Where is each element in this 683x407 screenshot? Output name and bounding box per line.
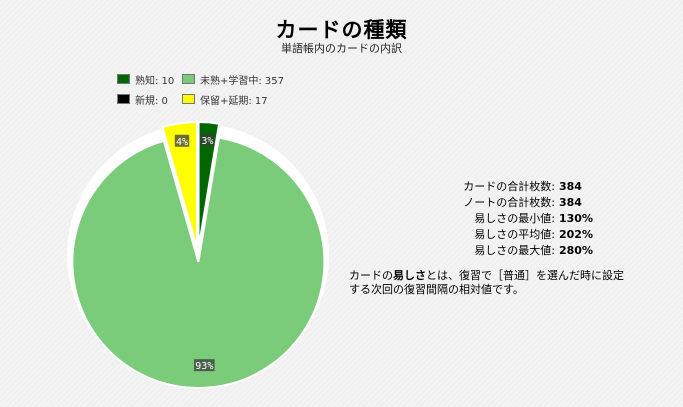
legend-swatch-young-learning [182, 74, 195, 84]
stat-total-cards: カードの合計枚数: 384 [420, 179, 620, 195]
note-text-bold: 易しさ [393, 269, 426, 282]
stat-total-notes: ノートの合計枚数: 384 [420, 195, 620, 211]
legend-item-new: 新規: 0 [117, 92, 182, 107]
legend-label-young-learning: 未熟+学習中: 357 [200, 75, 285, 87]
pie-slice-suspended-buried [161, 121, 199, 249]
legend-label-mature: 熟知: 10 [135, 75, 175, 87]
stat-value: 384 [559, 196, 582, 209]
legend-swatch-mature [117, 74, 130, 84]
stat-value: 384 [559, 180, 582, 193]
legend-label-suspended-buried: 保留+延期: 17 [200, 95, 268, 107]
stat-value: 202% [559, 228, 593, 241]
chart-title: カードの種類 [275, 18, 408, 42]
note-text-end: とは、復習で［普通］を選んだ時に設定する次回の復習間隔の相対値です。 [349, 269, 624, 296]
stat-label: 易しさの最大値: [474, 244, 555, 257]
legend-item-young-learning: 未熟+学習中: 357 [182, 72, 284, 87]
legend-item-mature: 熟知: 10 [117, 72, 182, 87]
stat-ease-min: 易しさの最小値: 130% [420, 211, 620, 227]
pie-label-mature: 3% [201, 136, 213, 147]
chart-subtitle: 単語帳内のカードの内訳 [281, 42, 402, 55]
stat-label: 易しさの平均値: [474, 228, 555, 241]
legend-item-suspended-buried: 保留+延期: 17 [182, 92, 268, 107]
legend-label-new: 新規: 0 [135, 95, 168, 107]
stat-value: 130% [559, 212, 593, 225]
pie-slice-young-learning [71, 136, 326, 389]
pie-label-bg-mature [200, 134, 215, 147]
note-text-start: カードの [349, 269, 393, 282]
legend-swatch-new [117, 94, 130, 104]
pie-slice-mature [197, 121, 221, 249]
legend-swatch-suspended-buried [182, 94, 195, 104]
pie-label-suspended-buried: 4% [176, 137, 188, 148]
stat-value: 280% [559, 244, 593, 257]
ease-note: カードの易しさとは、復習で［普通］を選んだ時に設定する次回の復習間隔の相対値です… [349, 269, 629, 297]
legend: 熟知: 10 未熟+学習中: 357 新規: 0 保留+延期: 17 [117, 70, 284, 110]
pie-label-bg-suspended-buried [174, 134, 190, 147]
stat-label: 易しさの最小値: [474, 212, 555, 225]
stat-label: カードの合計枚数: [463, 180, 555, 193]
pie-label-young-learning: 93% [195, 361, 213, 372]
stats-panel: カードの合計枚数: 384 ノートの合計枚数: 384 易しさの最小値: 130… [420, 179, 620, 259]
stat-ease-average: 易しさの平均値: 202% [420, 227, 620, 243]
stat-label: ノートの合計枚数: [463, 196, 555, 209]
pie-label-bg-young-learning [194, 359, 215, 372]
stat-ease-max: 易しさの最大値: 280% [420, 243, 620, 259]
